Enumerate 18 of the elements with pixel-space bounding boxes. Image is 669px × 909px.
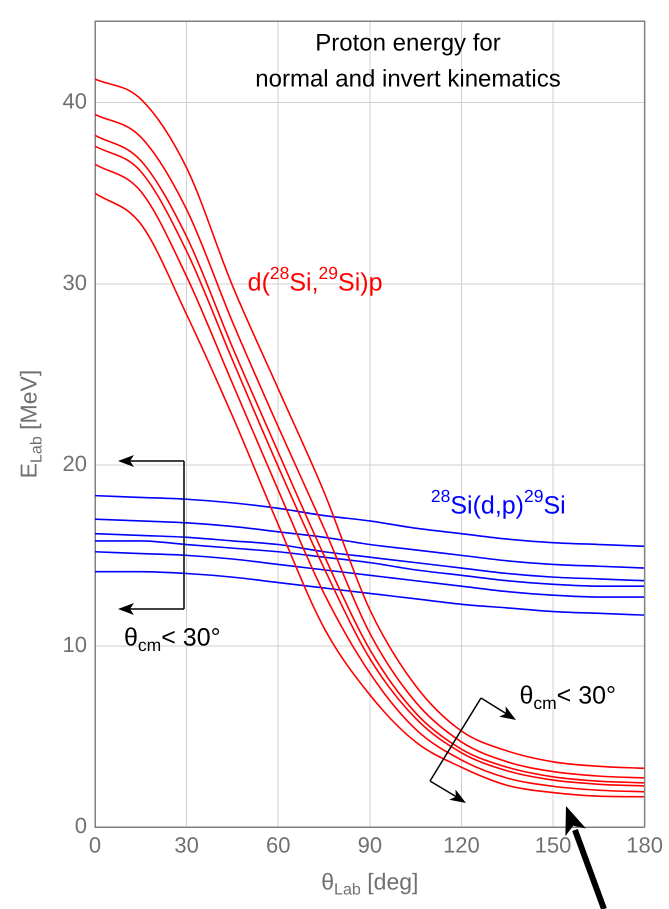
x-tick-label: 90 [358,832,382,858]
line-series [95,550,645,598]
x-tick-label: 60 [266,832,290,858]
x-tick-label: 180 [626,832,664,858]
line-series [95,518,645,569]
line-series [95,540,645,587]
y-axis-title: ELab [MeV] [15,370,46,478]
line-series [95,532,645,582]
y-tick-label: 30 [62,270,87,295]
y-tick-label: 0 [74,813,87,838]
y-tick-label: 40 [62,88,87,114]
y-tick-label: 10 [62,632,87,657]
x-tick-label: 30 [174,832,199,858]
line-series [95,570,645,616]
x-tick-label: 120 [443,832,480,858]
y-tick-label: 20 [62,450,87,476]
text: Proton energy for normal and invert kinematics [255,30,561,93]
x-tick-label: 150 [534,832,572,858]
